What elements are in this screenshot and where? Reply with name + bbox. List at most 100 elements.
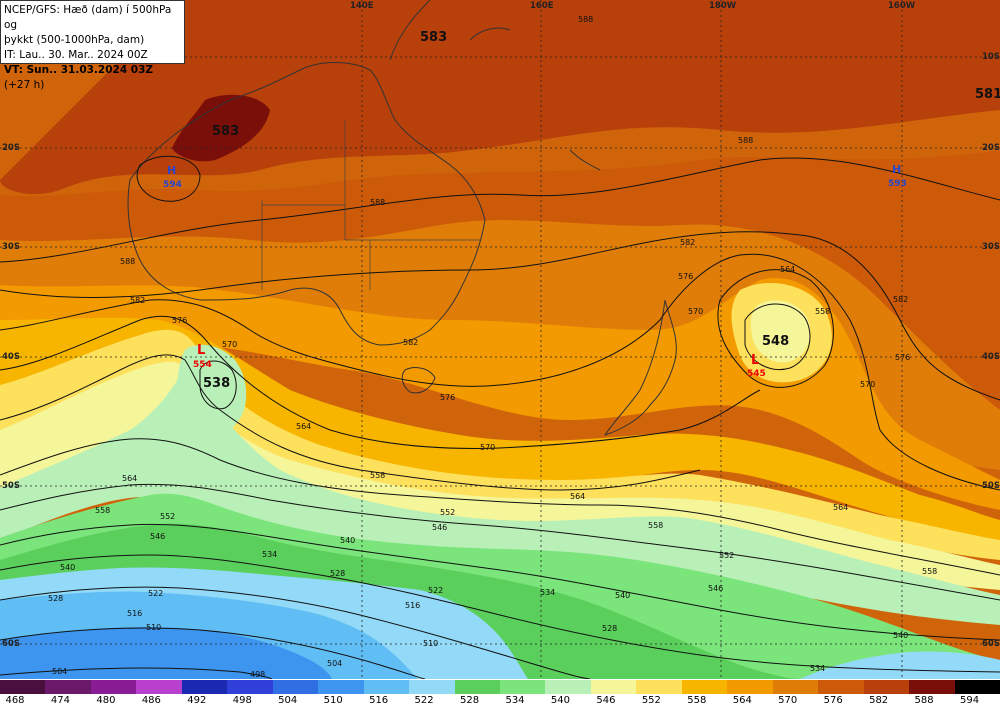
thickness-field	[0, 0, 1000, 679]
lat-label-50s: 50S	[982, 481, 1000, 491]
contour-label: 546	[432, 523, 448, 532]
contour-label: 534	[262, 550, 278, 559]
legend-swatch-492	[181, 680, 228, 694]
contour-label: 576	[895, 353, 911, 362]
valid-time: VT: Sun.. 31.03.2024 03Z (+27 h)	[4, 64, 154, 91]
contour-label: 558	[922, 567, 938, 576]
lat-label-20s-left: 20S	[2, 143, 20, 153]
lat-label-30s: 30S	[982, 242, 1000, 252]
contour-label: 570	[860, 380, 876, 389]
low-marker: L	[197, 343, 206, 358]
high-marker: H	[892, 163, 902, 176]
lon-label-160e: 160E	[530, 1, 554, 11]
contour-label: 564	[296, 422, 312, 431]
legend-tick-576: 576	[823, 695, 843, 706]
model-title: NCEP/GFS: Hæð (dam) í 500hPa og	[4, 4, 172, 31]
legend-swatch-588	[909, 680, 956, 694]
legend-tick-564: 564	[732, 695, 752, 706]
legend-tick-552: 552	[641, 695, 661, 706]
band-588	[172, 94, 270, 162]
legend-tick-588: 588	[914, 695, 934, 706]
high-value: 593	[888, 179, 907, 189]
contour-label: 582	[893, 295, 909, 304]
lat-label-30s-left: 30S	[2, 242, 20, 252]
contour-label: 582	[403, 338, 419, 347]
legend-tick-528: 528	[459, 695, 480, 706]
legend-swatch-516	[363, 680, 410, 694]
lat-label-40s-left: 40S	[2, 352, 20, 362]
lon-label-180w: 180W	[709, 1, 737, 11]
legend-swatch-570	[772, 680, 819, 694]
legend-tick-468: 468	[5, 695, 25, 706]
contour-label: 564	[780, 265, 796, 274]
legend-tick-594: 594	[959, 695, 980, 706]
lat-label-10s: 10S	[982, 52, 1000, 62]
legend-tick-480: 480	[96, 695, 116, 706]
legend-swatch-558	[681, 680, 728, 694]
contour-label: 552	[440, 508, 456, 517]
contour-label: 576	[172, 316, 188, 325]
legend-swatch-504	[272, 680, 319, 694]
legend-tick-486: 486	[141, 695, 161, 706]
low-value: 545	[747, 369, 766, 379]
legend-tick-582: 582	[869, 695, 889, 706]
lat-label-20s: 20S	[982, 143, 1000, 153]
contour-label: 528	[48, 594, 64, 603]
contour-label: 558	[815, 307, 831, 316]
contour-583-north: 583	[420, 30, 448, 45]
legend-swatch-522	[409, 680, 456, 694]
weather-map: 140E 160E 180W 160W 10S 20S 30S 40S 50S …	[0, 0, 1000, 679]
high-value: 594	[163, 180, 182, 190]
contour-label: 552	[160, 512, 176, 521]
contour-label: 564	[570, 492, 586, 501]
contour-label: 576	[440, 393, 456, 402]
contour-label: 510	[423, 639, 439, 648]
contour-label: 522	[428, 586, 444, 595]
forecast-info-box: NCEP/GFS: Hæð (dam) í 500hPa og þykkt (5…	[0, 0, 185, 91]
legend-swatch-546	[590, 680, 637, 694]
contour-label: 522	[148, 589, 164, 598]
contour-label: 546	[708, 584, 724, 593]
model-subtitle: þykkt (500-1000hPa, dam)	[4, 34, 145, 46]
contour-label: 534	[810, 664, 826, 673]
contour-label: 564	[122, 474, 138, 483]
legend-swatch-486	[136, 680, 183, 694]
legend-swatch-582	[863, 680, 910, 694]
legend-tick-510: 510	[323, 695, 343, 706]
contour-label: 570	[222, 340, 238, 349]
contour-label: 552	[719, 551, 735, 560]
lon-label-140e: 140E	[350, 1, 374, 11]
legend-swatch-480	[90, 680, 137, 694]
lat-label-40s: 40S	[982, 352, 1000, 362]
contour-label: 576	[678, 272, 694, 281]
legend-tick-498: 498	[232, 695, 252, 706]
legend-tick-522: 522	[414, 695, 434, 706]
legend-swatch-540	[545, 680, 592, 694]
init-time: IT: Lau.. 30. Mar.. 2024 00Z	[4, 49, 148, 61]
legend-tick-492: 492	[187, 695, 207, 706]
legend-tick-558: 558	[687, 695, 707, 706]
contour-label: 588	[738, 136, 754, 145]
contour-label: 540	[615, 591, 631, 600]
legend-tick-474: 474	[50, 695, 70, 706]
band-582	[0, 0, 1000, 195]
legend-swatch-564	[727, 680, 774, 694]
legend-swatch-552	[636, 680, 683, 694]
legend-swatch-468	[0, 680, 46, 694]
color-legend: 468 474 480 486 492 498 504 510 516 522 528 534 540 5…	[0, 679, 1000, 709]
lat-label-60s-left: 60S	[2, 639, 20, 649]
contour-label: 588	[120, 257, 136, 266]
contour-label: 534	[540, 588, 556, 597]
low-marker: L	[751, 353, 760, 368]
contour-label: 588	[578, 15, 594, 24]
contour-label: 540	[893, 631, 909, 640]
contour-label: 498	[250, 670, 266, 679]
contour-label: 558	[648, 521, 664, 530]
lat-label-60s: 60S	[982, 639, 1000, 649]
legend-tick-534: 534	[505, 695, 525, 706]
lon-label-160w: 160W	[888, 1, 916, 11]
legend-swatch-594	[954, 680, 1000, 694]
contour-label: 546	[150, 532, 166, 541]
contour-label: 504	[52, 667, 68, 676]
contour-label: 528	[602, 624, 618, 633]
